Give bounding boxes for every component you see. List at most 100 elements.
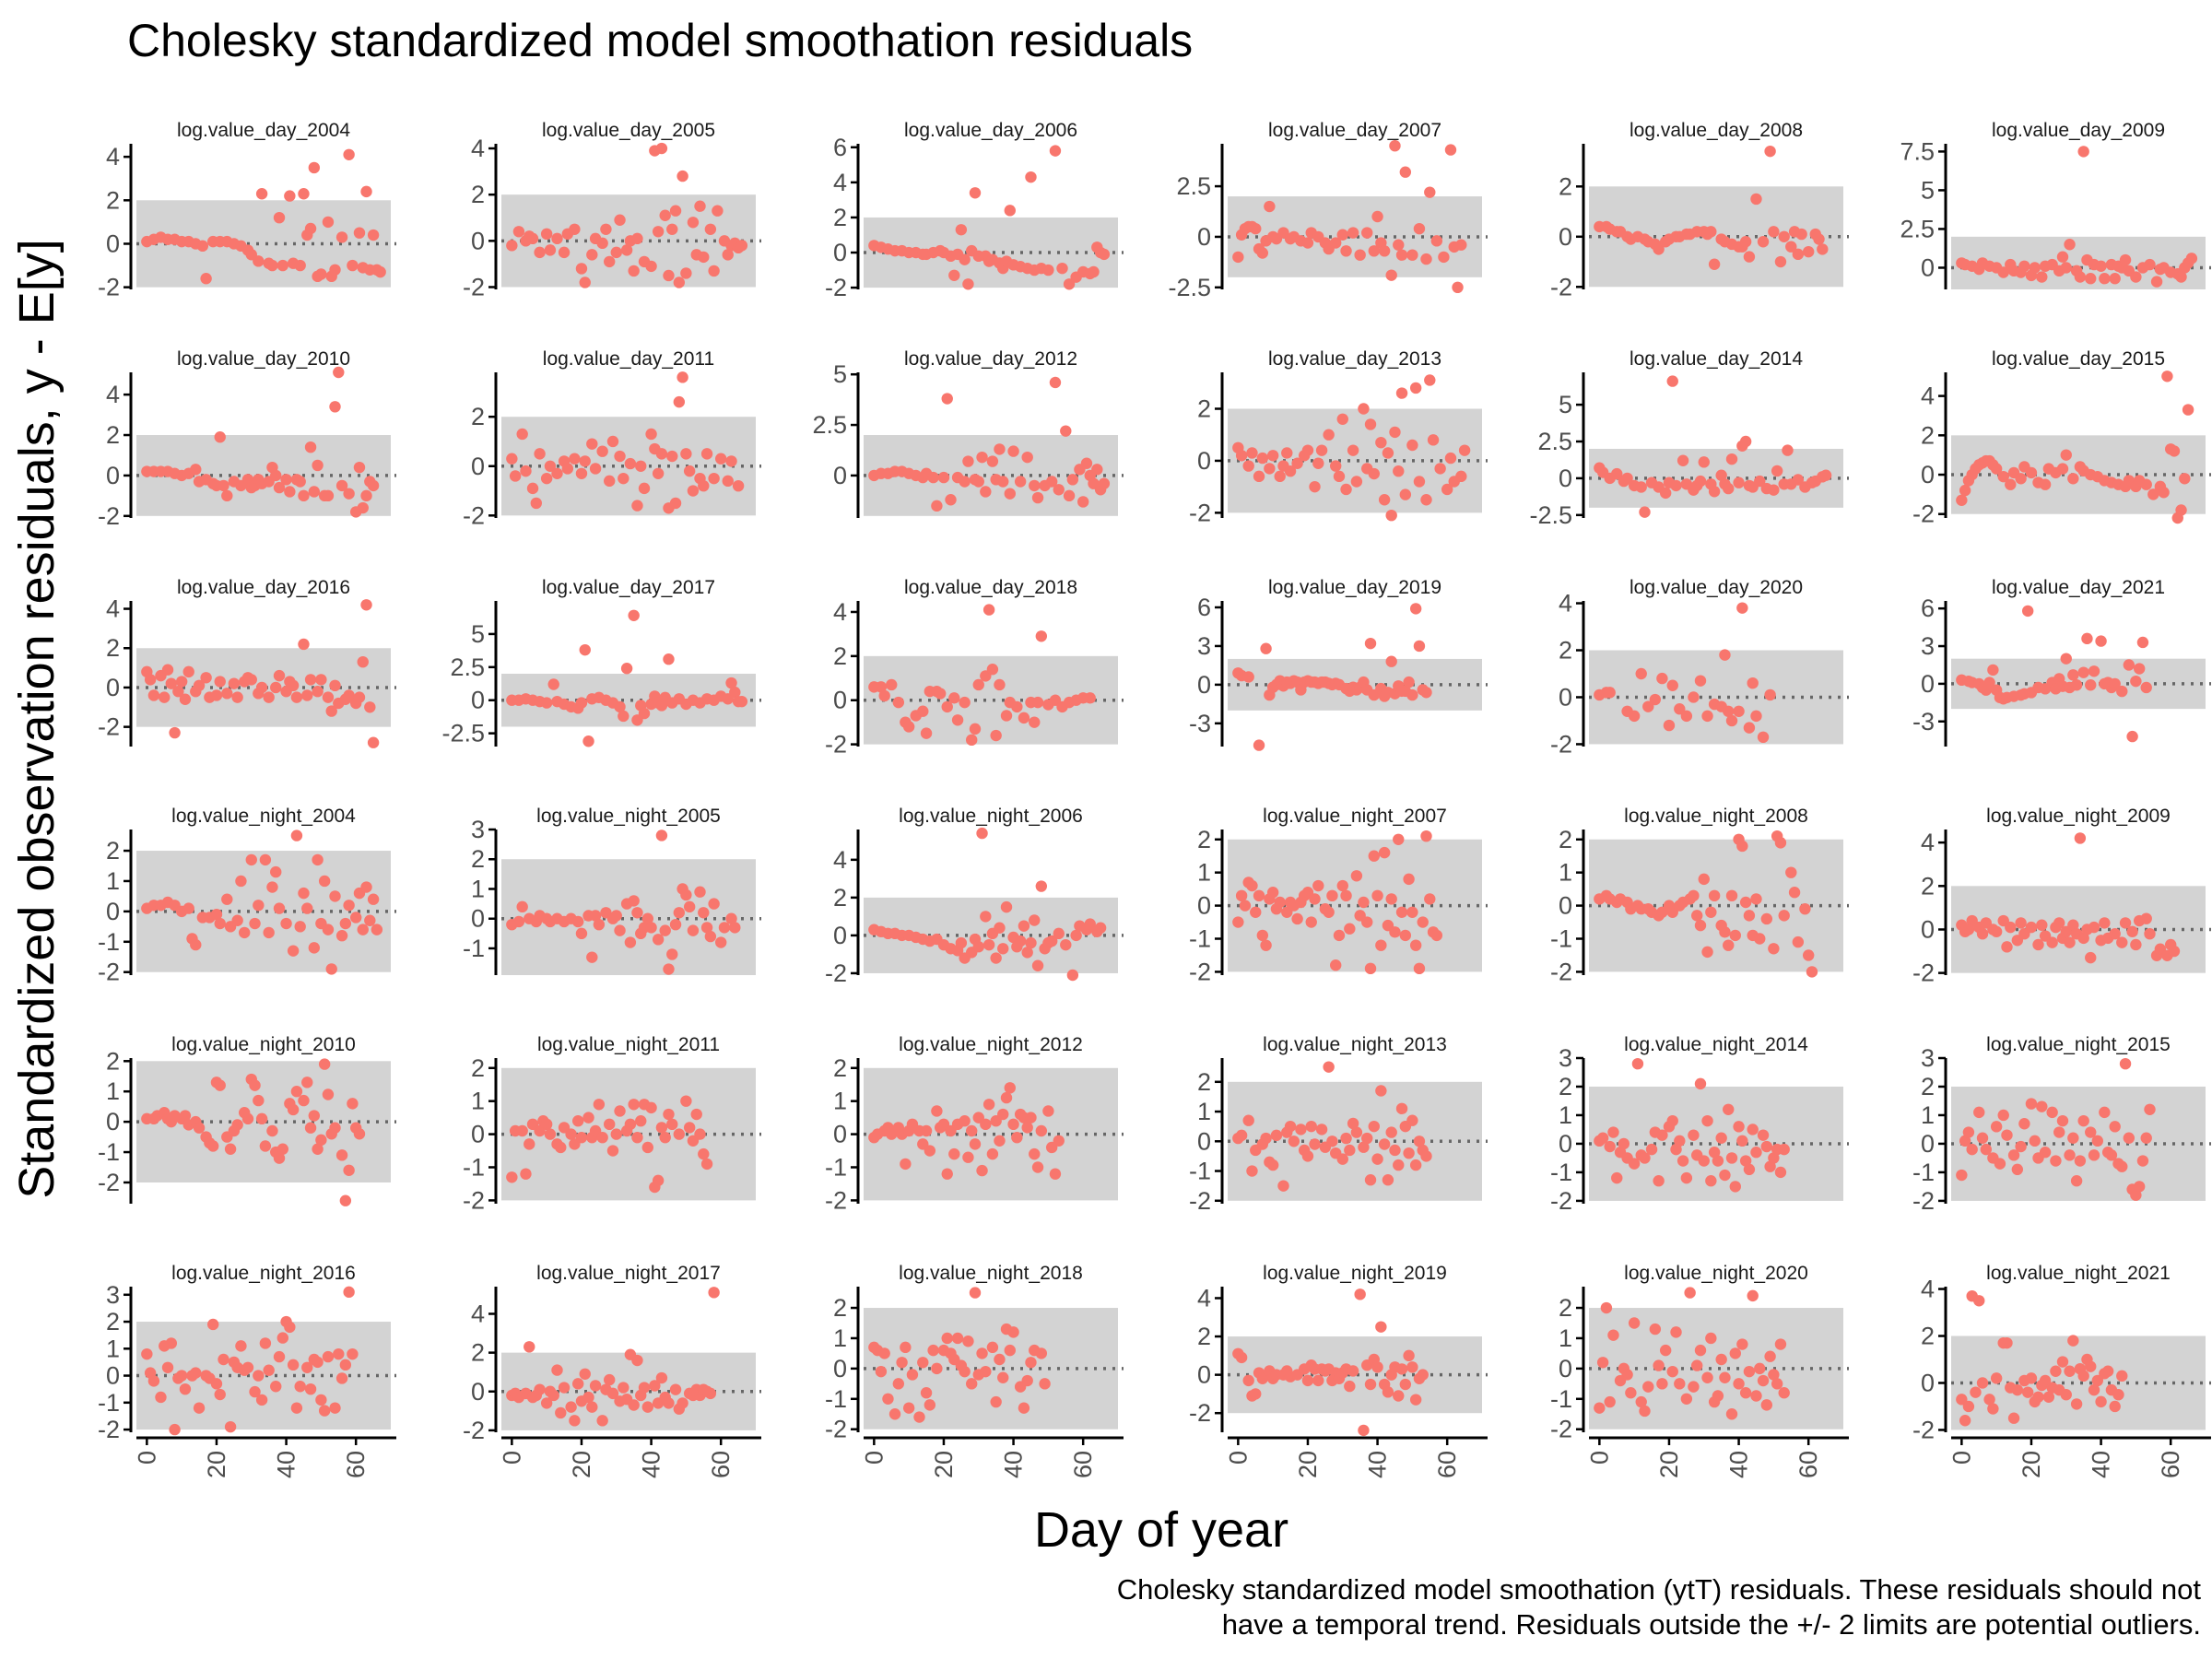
residual-point — [2088, 1383, 2100, 1396]
facet-strip-label: log.value_night_2010 — [171, 1034, 356, 1055]
residual-point — [1705, 226, 1717, 238]
y-tick-label: 2 — [833, 884, 847, 912]
residual-point — [1688, 889, 1700, 902]
residual-point — [1270, 1129, 1283, 1142]
x-tick-label: 40 — [1000, 1451, 1028, 1478]
residual-point — [1284, 465, 1297, 477]
y-tick-label: 4 — [1559, 590, 1572, 618]
residual-point — [1719, 1371, 1731, 1383]
residual-point — [1970, 1386, 1982, 1398]
residual-point — [920, 1387, 933, 1399]
residual-point — [343, 689, 355, 701]
facet-strip-label: log.value_day_2008 — [1630, 120, 1803, 141]
residual-point — [948, 1147, 960, 1160]
residual-point — [1094, 922, 1107, 934]
residual-point — [210, 908, 223, 921]
residual-point — [966, 734, 978, 747]
residual-point — [1653, 243, 1665, 255]
residual-point — [2105, 1149, 2118, 1161]
residual-point — [294, 921, 306, 933]
residual-point — [624, 457, 637, 470]
residual-point — [1409, 382, 1422, 394]
residual-point — [367, 736, 380, 748]
residual-point — [2126, 730, 2138, 743]
residual-point — [1778, 1387, 1790, 1399]
residual-point — [937, 471, 950, 484]
residual-point — [333, 366, 345, 379]
residual-point — [526, 482, 539, 495]
residual-point — [1705, 906, 1717, 918]
residual-point — [367, 229, 380, 241]
residual-point — [259, 853, 272, 866]
y-tick-label: -2 — [98, 1416, 120, 1443]
residual-point — [266, 881, 278, 893]
residual-point — [700, 448, 713, 460]
residual-point — [241, 1112, 254, 1125]
residual-point — [1336, 879, 1348, 892]
residual-point — [1364, 418, 1377, 430]
residual-point — [2064, 239, 2076, 251]
residual-point — [892, 1378, 905, 1390]
residual-point — [986, 1147, 999, 1160]
residual-point — [1340, 245, 1352, 257]
residual-point — [1420, 830, 1432, 842]
residual-point — [2018, 260, 2030, 272]
residual-point — [312, 1356, 324, 1369]
residual-point — [589, 1380, 602, 1392]
residual-point — [245, 853, 257, 866]
facet-panel: log.value_night_2008 -2 -1 0 1 2 — [1550, 806, 1849, 985]
residual-point — [353, 691, 366, 703]
residual-point — [1420, 1150, 1432, 1162]
residual-point — [931, 1362, 943, 1375]
residual-point — [2136, 636, 2149, 649]
residual-point — [1246, 447, 1258, 459]
residual-point — [266, 259, 278, 272]
residual-point — [1063, 278, 1076, 290]
residual-point — [1403, 1349, 1415, 1362]
residual-point — [1004, 488, 1016, 500]
residual-point — [917, 705, 929, 717]
residual-point — [990, 952, 1002, 964]
residual-point — [353, 1128, 366, 1140]
y-tick-label: 1 — [1559, 1101, 1572, 1129]
residual-point — [1723, 705, 1735, 717]
residual-point — [645, 428, 657, 441]
residual-point — [698, 251, 710, 264]
residual-point — [1987, 664, 1999, 677]
y-tick-label: 0 — [1921, 1130, 1935, 1158]
residual-point — [516, 900, 528, 913]
residual-point — [1757, 1129, 1770, 1141]
residual-point — [1256, 452, 1269, 465]
y-tick-label: -2 — [98, 502, 120, 530]
residual-point — [347, 1098, 359, 1110]
residual-point — [722, 475, 734, 488]
residual-point — [1625, 1387, 1637, 1399]
residual-point — [2025, 1372, 2038, 1384]
residual-point — [997, 1108, 1009, 1121]
residual-point — [2116, 1160, 2128, 1172]
residual-point — [586, 951, 598, 963]
residual-point — [1235, 1351, 1248, 1364]
residual-point — [2175, 504, 2187, 516]
residual-point — [1406, 249, 1418, 261]
y-tick-label: 2 — [1197, 1068, 1211, 1096]
residual-point — [1750, 893, 1762, 905]
residual-point — [631, 1131, 643, 1144]
residual-point — [606, 1387, 619, 1400]
residual-point — [1739, 1155, 1752, 1167]
residual-point — [1778, 910, 1790, 922]
y-tick-label: 0 — [1921, 461, 1935, 488]
residual-point — [1802, 949, 1815, 961]
residual-point — [1305, 916, 1317, 928]
residual-point — [641, 1141, 653, 1154]
residual-point — [2150, 276, 2163, 288]
residual-point — [343, 148, 355, 160]
y-tick-label: 4 — [833, 846, 847, 874]
y-tick-label: 7.5 — [1900, 137, 1935, 165]
residual-point — [1077, 496, 1089, 508]
residual-point — [1049, 1168, 1062, 1180]
residual-point — [2021, 605, 2034, 618]
residual-point — [347, 1347, 359, 1360]
residual-point — [506, 1171, 518, 1183]
residual-point — [659, 924, 671, 936]
